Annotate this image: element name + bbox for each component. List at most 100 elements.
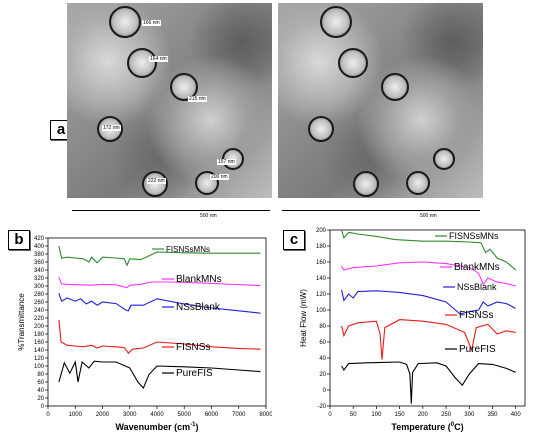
y-tick-label: 60 [37, 380, 44, 386]
y-tick-label: 340 [34, 268, 45, 274]
particle [109, 6, 141, 38]
y-tick-label: 100 [34, 364, 45, 370]
x-tick-label: 7000 [232, 412, 246, 418]
ftir-chart: 0 1000 2000 3000 4000 5000 6000 7000 8000 0 20 40 60… [17, 236, 272, 432]
series-line-nssblank [341, 289, 516, 315]
plot-frame [47, 237, 267, 407]
y-tick-label: 400 [34, 244, 45, 250]
y-axis-label: Heat Flow (mW) [299, 289, 308, 347]
particle [338, 48, 368, 78]
x-tick-label: 300 [464, 412, 475, 418]
x-tick-label: 350 [487, 412, 498, 418]
y-tick-label: 200 [34, 324, 45, 330]
y-tick-label: 280 [34, 292, 45, 298]
series-line-fisnssmns [341, 229, 517, 271]
y-tick-label: 320 [34, 276, 45, 282]
size-label: 164 nm [149, 56, 168, 62]
y-tick-label: 20 [37, 396, 44, 402]
particle [406, 171, 430, 195]
particle [381, 73, 409, 101]
y-tick-label: 160 [316, 260, 327, 266]
size-label: 200 nm [210, 174, 229, 180]
y-axis-label: %Transmittance [17, 293, 26, 351]
series-line-blankmns [341, 261, 516, 287]
y-tick-label: 80 [37, 372, 44, 378]
x-tick-label: 6000 [205, 412, 219, 418]
y-tick-label: 240 [34, 308, 45, 314]
y-tick-label: 260 [34, 300, 45, 306]
x-tick-label: 5000 [178, 412, 192, 418]
particle [127, 48, 157, 78]
series-label-nssblank: NSsBlank [176, 302, 221, 313]
size-label: 157 nm [217, 159, 236, 165]
size-label: 172 nm [102, 125, 121, 131]
y-tick-label: 100 [316, 308, 327, 314]
y-tick-label: 300 [34, 284, 45, 290]
y-tick-label: 220 [34, 316, 45, 322]
series-line-purefis [341, 361, 516, 404]
x-tick-label: 0 [328, 412, 332, 418]
x-tick-label: 200 [418, 412, 429, 418]
scale-text-left: 500 nm [200, 213, 217, 219]
panel-label-c: c [283, 230, 305, 250]
x-axis-label-sup: -1 [190, 422, 196, 428]
y-tick-label: 360 [34, 260, 45, 266]
series-label-fisnss: FISNSs [176, 342, 210, 353]
y-tick-label: 380 [34, 252, 45, 258]
particle [142, 171, 168, 197]
y-tick-label: 160 [34, 340, 45, 346]
y-tick-label: 120 [316, 292, 327, 298]
x-tick-label: 150 [395, 412, 406, 418]
series-line-nssblank [58, 293, 261, 314]
x-tick-label: 4000 [150, 412, 164, 418]
y-tick-label: 60 [319, 340, 326, 346]
particle [320, 6, 352, 38]
panel-label-b: b [8, 230, 30, 250]
y-tick-label: 420 [34, 236, 45, 242]
series-line-fisnss [341, 319, 516, 360]
tem-image-unlabeled [278, 3, 483, 198]
scale-text-right: 500 nm [420, 213, 437, 219]
y-tick-label: 80 [319, 324, 326, 330]
y-tick-label: 120 [34, 356, 45, 362]
series-label-fisnss: FISNSs [459, 310, 493, 321]
series-line-fisnssmns [58, 245, 261, 267]
series-line-purefis [58, 360, 261, 390]
x-axis-label-sup: 0 [451, 422, 455, 428]
y-tick-label: 200 [316, 228, 327, 234]
x-tick-label: 50 [350, 412, 357, 418]
series-label-fisnssmns: FISNSsMNs [449, 231, 499, 241]
series-label-nssblank: NSsBlank [457, 282, 497, 292]
plot-frame [329, 229, 526, 407]
particle [433, 148, 455, 170]
x-tick-label: 0 [46, 412, 50, 418]
y-tick-label: 20 [319, 372, 326, 378]
particle [308, 116, 334, 142]
x-tick-label: 1000 [69, 412, 83, 418]
x-tick-label: 3000 [123, 412, 137, 418]
x-tick-label: 400 [511, 412, 522, 418]
series-label-purefis: PureFIS [459, 344, 496, 355]
x-axis-label: Wavenumber (cm-1) [115, 422, 198, 432]
y-tick-label: 0 [323, 388, 327, 394]
series-label-blankmns: BlankMNs [454, 262, 500, 273]
dsc-chart: 0 50 100 150 200 250 300 350 400-200204060801001… [299, 228, 526, 432]
y-tick-label: 180 [34, 332, 45, 338]
x-tick-label: 2000 [96, 412, 110, 418]
y-tick-label: -20 [317, 404, 326, 410]
x-axis-label-text: Temperature ( [391, 422, 450, 432]
series-line-blankmns [58, 276, 261, 289]
particle [353, 171, 379, 197]
size-label: 166 nm [142, 20, 161, 26]
x-axis-label-close: ) [196, 422, 199, 432]
x-axis-label-text: Wavenumber (cm [115, 422, 190, 432]
y-tick-label: 140 [34, 348, 45, 354]
x-tick-label: 250 [441, 412, 452, 418]
x-axis-label: Temperature (0C) [391, 422, 463, 432]
series-label-fisnssmns: FISNSsMNs [166, 245, 210, 254]
y-tick-label: 40 [319, 356, 326, 362]
x-tick-label: 8000 [259, 412, 272, 418]
y-tick-label: 40 [37, 388, 44, 394]
x-axis-label-close: C) [454, 422, 464, 432]
scale-bar-right [282, 210, 480, 211]
